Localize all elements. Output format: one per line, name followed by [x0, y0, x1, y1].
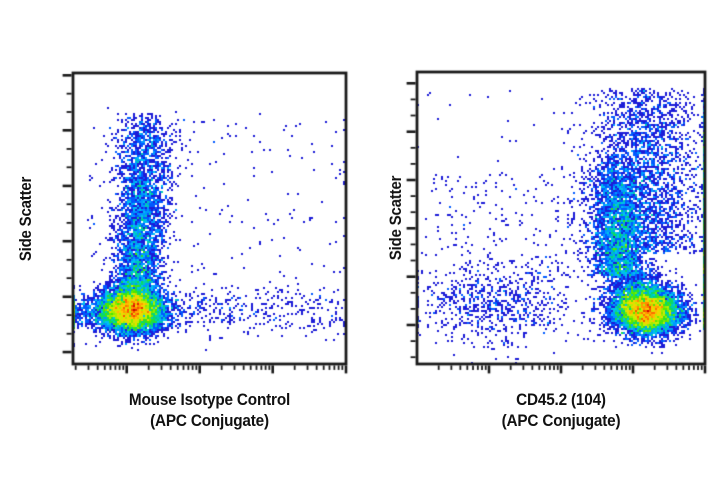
- right-plot-y-axis-label: Side Scatter: [386, 175, 405, 261]
- right-flow-plot-canvas: [403, 66, 713, 382]
- left-flow-plot-canvas: [59, 67, 354, 382]
- left-plot-y-axis-label: Side Scatter: [16, 176, 35, 261]
- left-x-label-line-1: Mouse Isotype Control: [128, 390, 291, 409]
- right-x-label-line-1: CD45.2 (104): [516, 390, 606, 409]
- left-plot-x-axis-label: Mouse Isotype Control (APC Conjugate): [87, 389, 333, 431]
- left-x-label-line-2: (APC Conjugate): [150, 411, 269, 430]
- right-plot-x-axis-label: CD45.2 (104) (APC Conjugate): [431, 389, 690, 431]
- right-x-label-line-2: (APC Conjugate): [501, 411, 621, 430]
